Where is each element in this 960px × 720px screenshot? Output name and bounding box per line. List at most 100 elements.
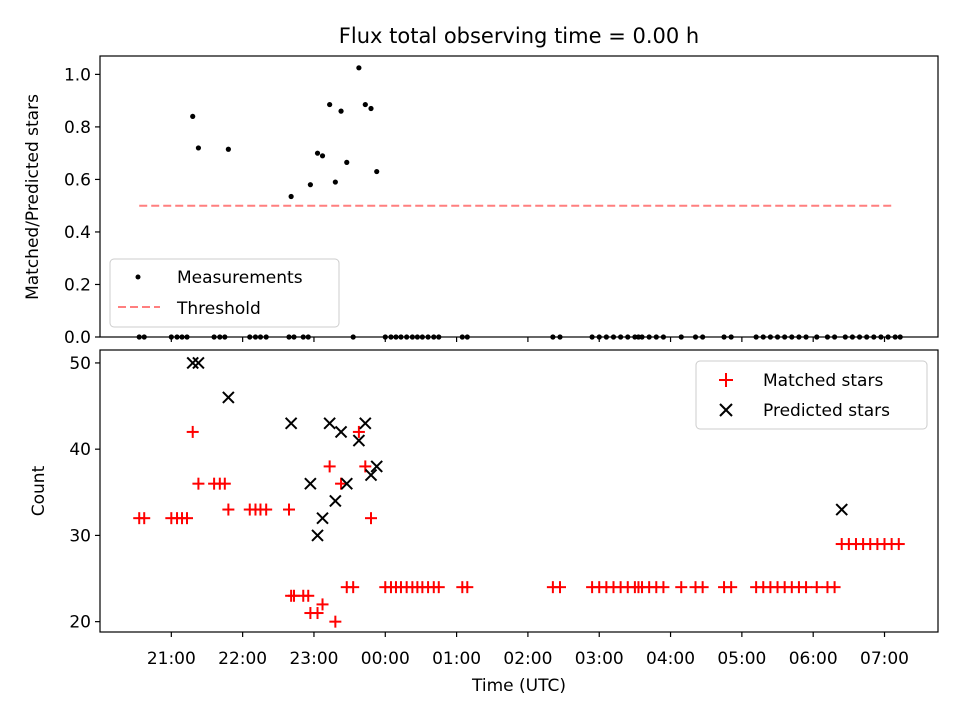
matched-stars-point — [828, 581, 841, 594]
measurements-point — [332, 179, 338, 185]
matched-stars-point — [347, 581, 360, 594]
matched-stars-point — [365, 512, 378, 525]
matched-stars-point — [335, 477, 348, 490]
matched-stars-point — [432, 581, 445, 594]
legend-matched-label: Matched stars — [763, 371, 883, 391]
predicted-stars-point — [370, 460, 383, 473]
matched-stars-point — [302, 589, 315, 602]
matched-stars-point — [554, 581, 567, 594]
predicted-stars-point — [364, 468, 378, 482]
top-axes-frame — [99, 55, 939, 338]
measurements-point — [307, 182, 313, 188]
measurements-point — [195, 145, 202, 151]
top-legend-box — [109, 258, 340, 328]
x-tick-label: 03:00 — [575, 649, 624, 669]
measurements-point — [314, 150, 321, 156]
y-tick-label: 1.0 — [64, 65, 91, 85]
matched-stars-point — [323, 460, 336, 473]
bottom-panel: Count Time (UTC) 20 30 40 50 21:00 22:00 23:0… — [29, 349, 939, 696]
x-tick-label: 01:00 — [432, 649, 481, 669]
predicted-stars-point — [835, 503, 848, 516]
predicted-stars-point — [311, 529, 324, 542]
bottom-x-ticks: 21:00 22:00 23:00 00:00 01:00 02:00 03:00 04:00… — [147, 632, 909, 669]
matched-stars-point — [316, 598, 329, 611]
bottom-plot-area — [133, 356, 905, 628]
legend-threshold-label: Threshold — [176, 299, 261, 319]
matched-stars-point — [311, 607, 324, 620]
x-tick-label: 05:00 — [717, 649, 766, 669]
matched-stars-point — [725, 581, 738, 594]
measurements-point — [319, 153, 326, 159]
predicted-stars-point — [340, 477, 353, 490]
matched-stars-point — [260, 503, 273, 516]
x-tick-label: 02:00 — [503, 649, 552, 669]
predicted-stars-point — [352, 434, 366, 447]
matched-stars-point — [282, 503, 295, 516]
matched-stars-point — [675, 581, 688, 594]
matched-stars-point — [222, 503, 235, 516]
bottom-legend-box — [695, 360, 928, 430]
matched-stars-point — [461, 581, 474, 594]
x-tick-label: 21:00 — [147, 649, 196, 669]
x-tick-label: 22:00 — [218, 649, 267, 669]
y-tick-label: 0.2 — [64, 275, 91, 295]
y-tick-label: 0.0 — [64, 328, 91, 348]
x-tick-label: 00:00 — [361, 649, 410, 669]
predicted-stars-point — [316, 511, 329, 525]
y-tick-label: 0.8 — [64, 118, 91, 138]
measurements-point — [190, 113, 196, 120]
measurements-point — [368, 105, 374, 112]
predicted-stars-point — [284, 417, 298, 430]
legend-matched-marker — [719, 373, 733, 387]
predicted-stars-point — [359, 417, 372, 430]
x-tick-label: 04:00 — [646, 649, 695, 669]
measurements-point — [362, 101, 368, 108]
predicted-stars-point — [334, 425, 348, 439]
measurements-point — [374, 168, 380, 175]
matched-stars-point — [810, 581, 823, 594]
y-tick-label: 0.6 — [64, 170, 91, 190]
x-tick-label: 23:00 — [289, 649, 338, 669]
y-tick-label: 0.4 — [64, 223, 91, 243]
predicted-stars-point — [186, 356, 199, 370]
top-y-axis-label: Matched/Predicted stars — [23, 94, 43, 300]
measurements-point — [327, 101, 333, 108]
top-x-ticks — [170, 337, 886, 342]
x-tick-label: 06:00 — [789, 649, 838, 669]
matched-stars-point — [186, 425, 199, 438]
predicted-stars-point — [329, 494, 342, 508]
bottom-y-ticks: 20 30 40 50 — [69, 354, 100, 633]
legend-measurements-label: Measurements — [177, 268, 303, 288]
y-tick-label: 50 — [69, 354, 91, 374]
y-tick-label: 20 — [69, 613, 91, 633]
matched-stars-point — [181, 512, 194, 525]
matched-stars-point — [329, 615, 342, 628]
legend-predicted-label: Predicted stars — [763, 401, 890, 421]
matched-stars-point — [800, 581, 813, 594]
y-tick-label: 40 — [69, 440, 91, 460]
top-legend: Measurements Threshold — [109, 258, 340, 328]
matched-stars-point — [696, 581, 709, 594]
predicted-stars-point — [323, 417, 336, 430]
bottom-axes-frame — [99, 349, 939, 633]
x-tick-label: 07:00 — [860, 649, 909, 669]
bottom-x-axis-label: Time (UTC) — [471, 676, 566, 696]
bottom-legend: Matched stars Predicted stars — [695, 360, 928, 430]
matched-stars-point — [138, 512, 151, 525]
top-chart-title: Flux total observing time = 0.00 h — [339, 24, 699, 48]
matched-stars-point — [218, 477, 231, 490]
measurements-point — [338, 108, 344, 114]
measurements-point — [225, 146, 231, 152]
measurements-point — [288, 193, 294, 200]
predicted-stars-point — [304, 477, 317, 490]
top-panel: Flux total observing time = 0.00 h Match… — [23, 24, 939, 348]
predicted-stars-point — [192, 356, 205, 370]
legend-predicted-marker — [719, 403, 733, 417]
predicted-stars-point — [222, 391, 235, 404]
matched-stars-point — [352, 425, 365, 438]
matched-stars-point — [192, 477, 205, 490]
bottom-y-axis-label: Count — [29, 465, 49, 516]
y-tick-label: 30 — [69, 526, 91, 546]
